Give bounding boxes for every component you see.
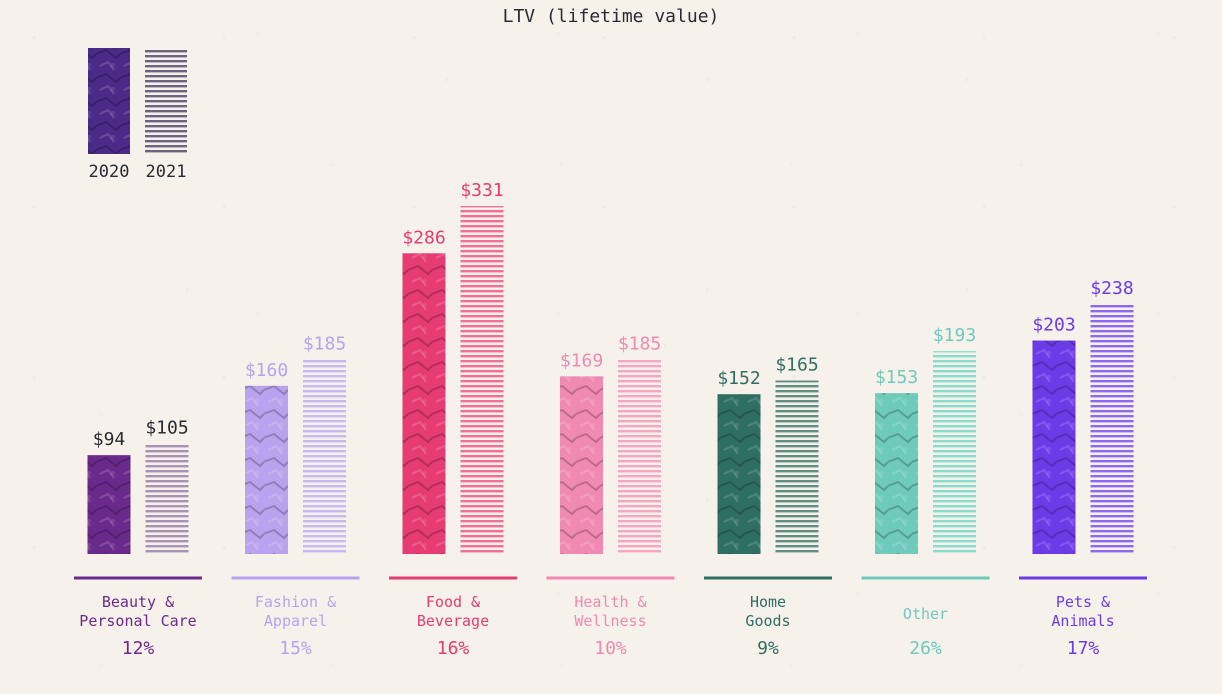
category-label-line1-0: Beauty & (102, 593, 174, 611)
value-label-2020-4: $152 (717, 368, 760, 389)
bar-2020-0 (87, 455, 131, 554)
bar-2020-3 (560, 376, 603, 554)
category-percent-4: 9% (757, 638, 779, 659)
bar-2020-4 (717, 394, 761, 554)
legend-label-2021: 2021 (146, 162, 187, 182)
category-percent-2: 16% (437, 638, 470, 659)
category-label-line2-1: Apparel (264, 612, 327, 630)
value-label-2020-0: $94 (93, 429, 126, 450)
value-label-2021-4: $165 (775, 355, 818, 376)
bar-2021-6 (1090, 303, 1134, 554)
category-label-line1-4: Home (750, 593, 786, 611)
value-label-2021-6: $238 (1090, 278, 1133, 299)
category-label-line2-3: Wellness (574, 612, 646, 630)
value-label-2021-0: $105 (145, 418, 188, 439)
bar-2020-5 (875, 393, 918, 554)
category-label-line2-6: Animals (1051, 612, 1114, 630)
category-percent-0: 12% (122, 638, 155, 659)
category-label-line1-2: Food & (426, 593, 480, 611)
category-label-5: Other (903, 605, 948, 623)
bar-2021-0 (145, 443, 189, 554)
value-label-2021-2: $331 (460, 180, 503, 201)
category-percent-6: 17% (1067, 638, 1100, 659)
category-label-line2-2: Beverage (417, 612, 489, 630)
category-percent-5: 26% (909, 638, 942, 659)
bar-2021-3 (618, 359, 661, 554)
bar-2021-5 (933, 351, 976, 554)
category-label-line1-1: Fashion & (255, 593, 336, 611)
value-label-2020-1: $160 (245, 360, 288, 381)
bar-2021-4 (775, 380, 819, 554)
legend-swatch-2021 (145, 48, 187, 154)
value-label-2020-6: $203 (1032, 315, 1075, 336)
category-percent-1: 15% (279, 638, 312, 659)
category-label-line1-3: Health & (574, 593, 646, 611)
category-label-line1-6: Pets & (1056, 593, 1110, 611)
legend-label-2020: 2020 (89, 162, 130, 182)
value-label-2020-2: $286 (402, 227, 445, 248)
chart-title: LTV (lifetime value) (503, 6, 720, 27)
value-label-2021-1: $185 (303, 333, 346, 354)
value-label-2021-3: $185 (618, 333, 661, 354)
bar-2021-2 (460, 206, 504, 554)
bar-2020-1 (245, 385, 288, 554)
bar-2020-2 (402, 253, 446, 555)
category-percent-3: 10% (594, 638, 627, 659)
bar-2021-1 (303, 359, 346, 554)
legend-swatch-2020 (88, 48, 130, 154)
bar-2020-6 (1032, 340, 1076, 554)
category-label-line2-0: Personal Care (79, 612, 196, 630)
value-label-2021-5: $193 (933, 325, 976, 346)
value-label-2020-5: $153 (875, 367, 918, 388)
value-label-2020-3: $169 (560, 350, 603, 371)
category-label-line2-4: Goods (745, 612, 790, 630)
